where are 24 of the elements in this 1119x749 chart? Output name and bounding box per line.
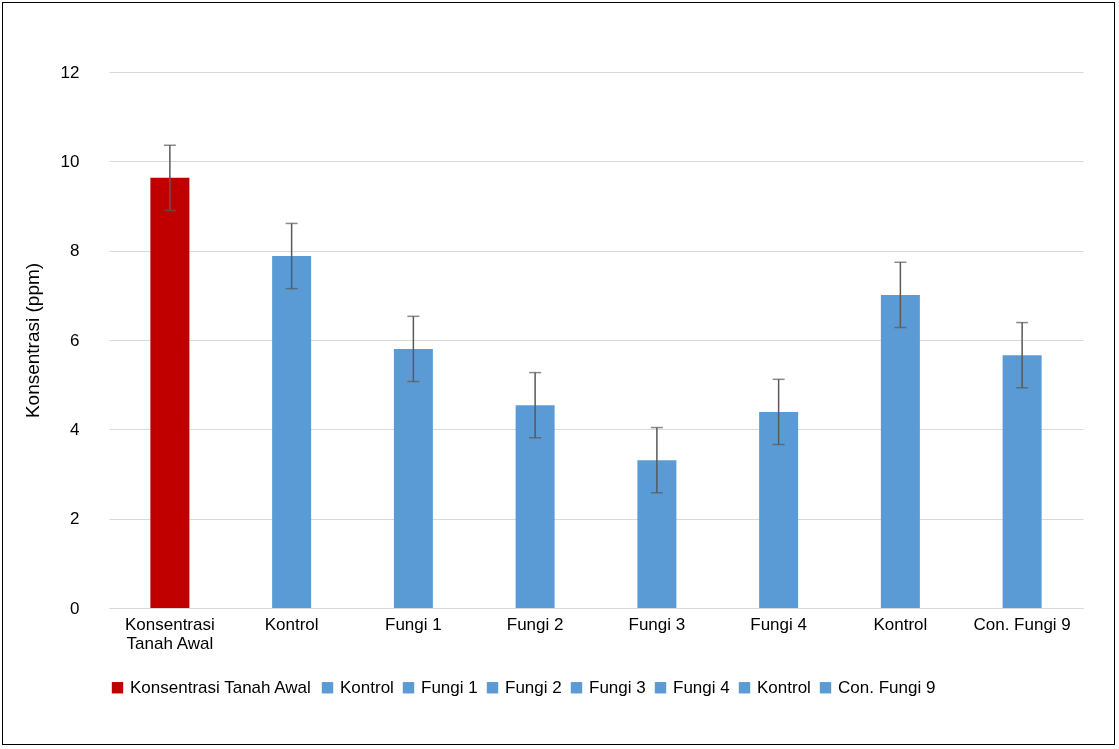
y-tick-label: 2: [70, 509, 80, 529]
y-tick-label: 10: [60, 151, 80, 171]
legend-label: Fungi 4: [673, 677, 730, 697]
legend-label: Kontrol: [340, 677, 394, 697]
y-tick-label: 8: [70, 241, 80, 261]
y-axis-title: Konsentrasi (ppm): [21, 262, 43, 419]
x-tick-label: Fungi 2: [506, 614, 564, 634]
y-tick-label: 4: [70, 419, 80, 439]
legend-label: Kontrol: [757, 677, 811, 697]
legend-label: Fungi 2: [505, 677, 562, 697]
legend-label: Fungi 3: [589, 677, 646, 697]
y-tick-label: 0: [70, 598, 80, 618]
x-tick-label: Konsentrasi Tanah Awal: [124, 614, 215, 653]
legend-label: Konsentrasi Tanah Awal: [130, 677, 311, 697]
legend-label: Con. Fungi 9: [838, 677, 936, 697]
x-tick-label: Kontrol: [873, 614, 928, 634]
x-tick-label: Fungi 4: [750, 614, 807, 634]
x-tick-label: Fungi 3: [628, 614, 686, 634]
x-tick-label: Kontrol: [264, 614, 319, 634]
y-tick-label: 12: [60, 62, 80, 82]
legend-label: Fungi 1: [421, 677, 478, 697]
x-tick-label: Fungi 1: [385, 614, 442, 634]
x-tick-label: Con. Fungi 9: [973, 614, 1071, 634]
y-tick-label: 6: [70, 330, 80, 350]
